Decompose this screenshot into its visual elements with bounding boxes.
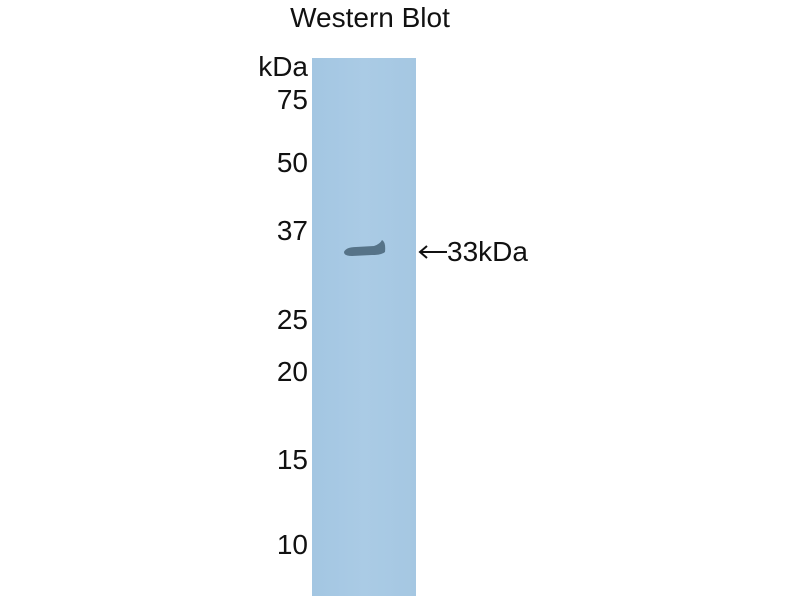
marker-25: 25 <box>276 304 308 335</box>
band-size-label: 33kDa <box>447 236 528 267</box>
marker-75: 75 <box>276 84 308 115</box>
unit-label: kDa <box>258 51 308 82</box>
membrane-lane <box>312 58 416 596</box>
marker-20: 20 <box>276 356 308 387</box>
band-annotation: 33kDa <box>417 238 528 266</box>
marker-50: 50 <box>276 147 308 178</box>
protein-band <box>344 240 386 256</box>
marker-37: 37 <box>276 215 308 246</box>
marker-15: 15 <box>276 444 308 475</box>
marker-10: 10 <box>276 529 308 560</box>
arrow-left-icon <box>418 245 447 259</box>
figure-title: Western Blot <box>290 2 450 33</box>
